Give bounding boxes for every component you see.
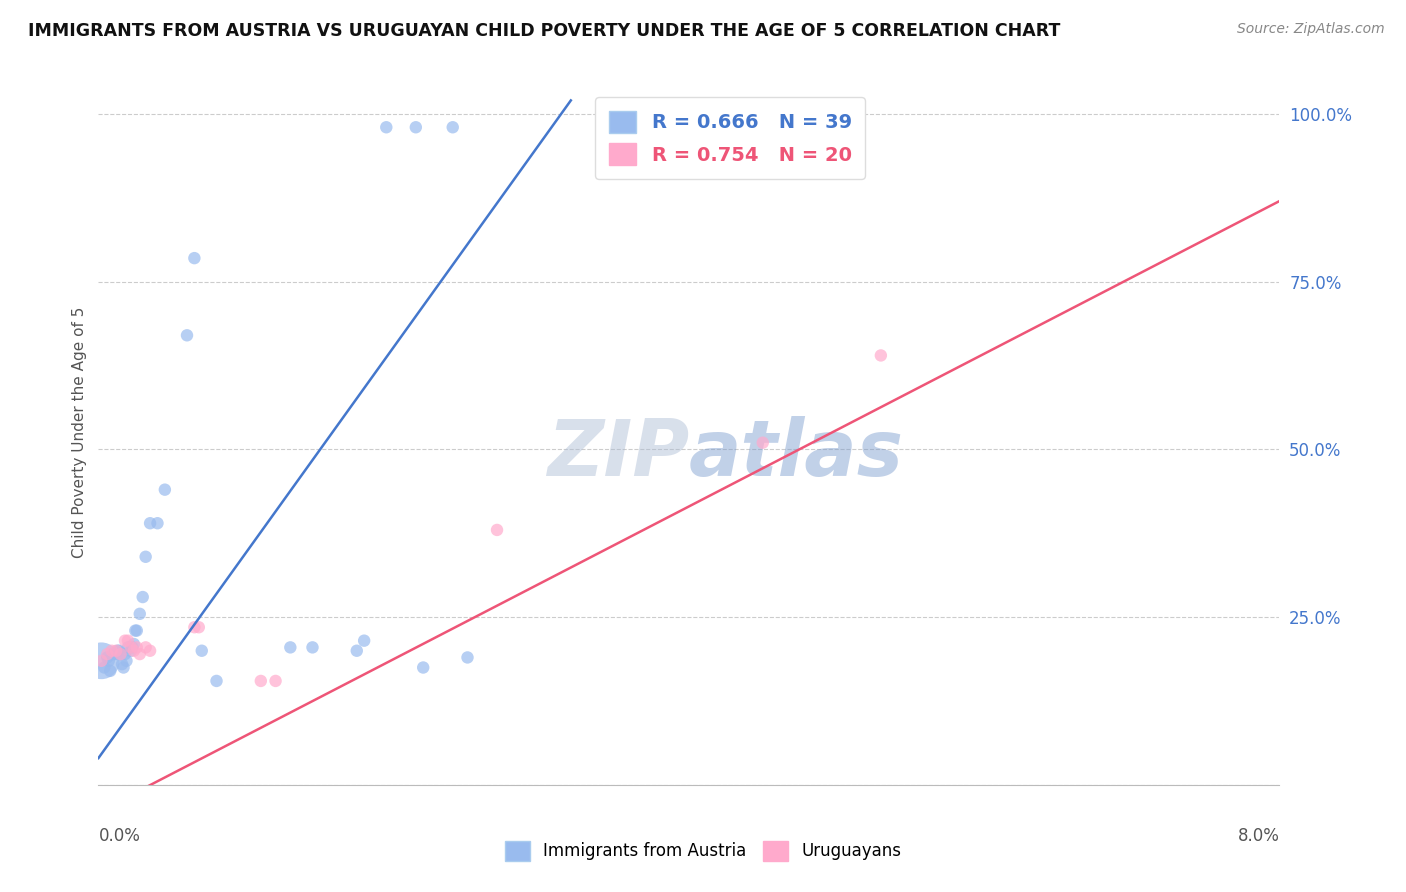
Point [486, 523, 509, 537]
Point [108, 644, 131, 658]
Point [98, 664, 121, 678]
Point [412, 660, 434, 674]
Point [114, 647, 136, 661]
Point [90, 654, 112, 668]
Legend: R = 0.666   N = 39, R = 0.754   N = 20: R = 0.666 N = 39, R = 0.754 N = 20 [595, 97, 865, 179]
Point [122, 644, 145, 658]
Point [135, 549, 157, 564]
Point [176, 328, 198, 343]
Point [107, 644, 129, 658]
Point [96, 650, 118, 665]
Point [125, 640, 148, 655]
Point [117, 640, 139, 655]
Text: Source: ZipAtlas.com: Source: ZipAtlas.com [1237, 22, 1385, 37]
Point [205, 673, 228, 688]
Point [90, 654, 112, 668]
Point [870, 348, 893, 362]
Point [97, 654, 120, 668]
Point [115, 654, 138, 668]
Point [375, 120, 398, 135]
Point [264, 673, 287, 688]
Point [346, 644, 368, 658]
Point [121, 640, 143, 655]
Point [111, 657, 134, 672]
Point [353, 633, 375, 648]
Point [105, 644, 128, 658]
Point [122, 637, 145, 651]
Point [139, 644, 162, 658]
Point [280, 640, 302, 655]
Point [100, 644, 122, 658]
Point [112, 660, 135, 674]
Y-axis label: Child Poverty Under the Age of 5: Child Poverty Under the Age of 5 [72, 307, 87, 558]
Point [120, 644, 142, 658]
Point [93, 660, 115, 674]
Point [441, 120, 464, 135]
Point [153, 483, 176, 497]
Point [132, 590, 155, 604]
Point [103, 647, 125, 661]
Point [301, 640, 323, 655]
Point [128, 607, 150, 621]
Point [405, 120, 427, 135]
Text: 0.0%: 0.0% [98, 827, 141, 846]
Text: 8.0%: 8.0% [1237, 827, 1279, 846]
Point [110, 647, 132, 661]
Point [125, 624, 148, 638]
Point [187, 620, 209, 634]
Point [250, 673, 273, 688]
Point [183, 251, 205, 265]
Point [105, 647, 128, 661]
Legend: Immigrants from Austria, Uruguayans: Immigrants from Austria, Uruguayans [498, 834, 908, 868]
Point [457, 650, 479, 665]
Point [135, 640, 157, 655]
Point [191, 644, 214, 658]
Text: IMMIGRANTS FROM AUSTRIA VS URUGUAYAN CHILD POVERTY UNDER THE AGE OF 5 CORRELATIO: IMMIGRANTS FROM AUSTRIA VS URUGUAYAN CHI… [28, 22, 1060, 40]
Point [128, 647, 150, 661]
Point [96, 647, 118, 661]
Text: ZIP: ZIP [547, 416, 689, 491]
Point [117, 633, 139, 648]
Point [183, 620, 205, 634]
Point [124, 624, 146, 638]
Point [752, 435, 775, 450]
Point [110, 647, 132, 661]
Point [120, 640, 142, 655]
Point [139, 516, 162, 531]
Point [114, 633, 136, 648]
Text: atlas: atlas [689, 416, 904, 491]
Point [146, 516, 169, 531]
